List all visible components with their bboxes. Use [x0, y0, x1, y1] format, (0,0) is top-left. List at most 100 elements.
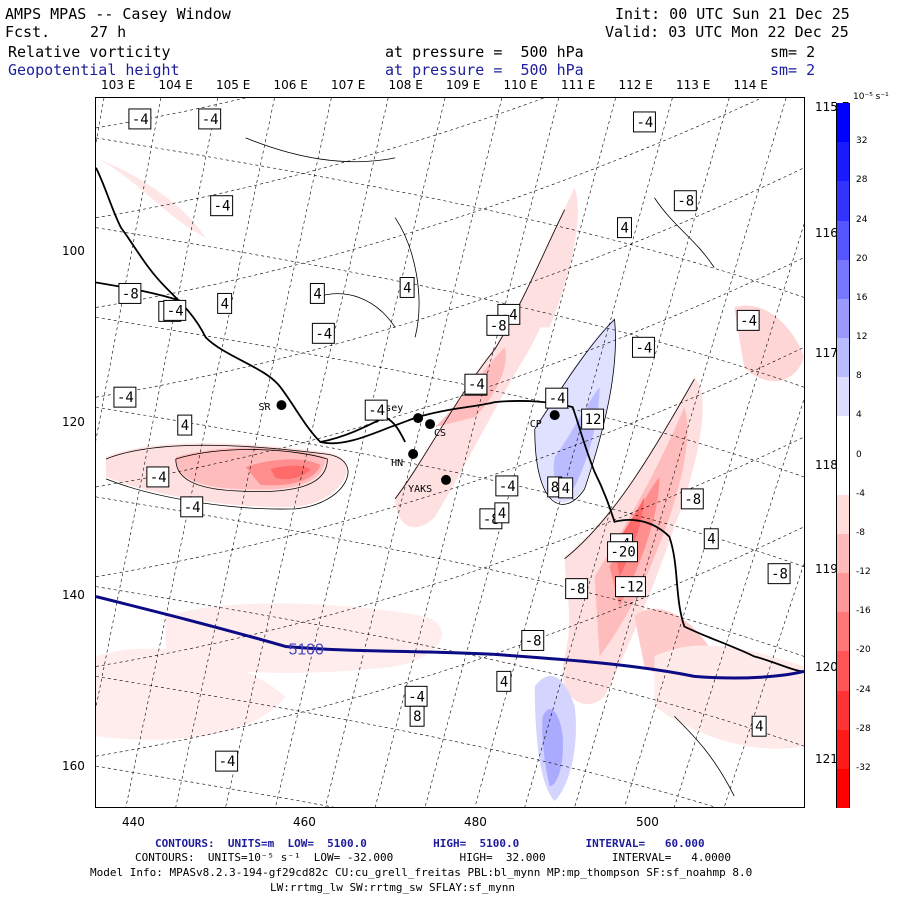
svg-text:-4: -4	[549, 391, 566, 407]
contour-label: -4	[180, 496, 204, 518]
colorbar-label: 0	[856, 449, 862, 460]
contour-label: -4	[163, 299, 187, 321]
svg-text:4: 4	[181, 418, 189, 434]
contour-label: 4	[558, 477, 574, 499]
colorbar-swatch	[836, 494, 850, 535]
contour-label: 8	[409, 705, 425, 727]
contour-label: -4	[215, 750, 239, 772]
svg-text:-4: -4	[219, 754, 236, 770]
contour-label: -4	[364, 399, 388, 421]
contour-label: 4	[399, 276, 415, 298]
colorbar-label: 8	[856, 371, 862, 382]
colorbar-unit: 10⁻⁵ s⁻¹	[853, 92, 889, 102]
svg-text:-8: -8	[525, 633, 542, 649]
colorbar-swatch	[836, 142, 850, 182]
svg-text:4: 4	[707, 532, 715, 548]
top-longitude-label: 105 E	[216, 78, 251, 92]
svg-text:-8: -8	[677, 194, 694, 210]
init-time: Init: 00 UTC Sun 21 Dec 25	[615, 5, 850, 23]
contour-label: -8	[673, 190, 697, 212]
top-longitude-label: 114 E	[733, 78, 768, 92]
svg-text:4: 4	[500, 674, 508, 690]
station-label: CS	[434, 428, 446, 439]
contour-label: -8	[486, 314, 510, 336]
colorbar-label: 4	[856, 410, 862, 421]
svg-text:-4: -4	[150, 470, 167, 486]
station-marker	[441, 474, 451, 485]
contour-label: -4	[198, 108, 222, 130]
field1-name: Relative vorticity	[8, 43, 171, 61]
contour-label: 4	[494, 502, 510, 524]
svg-text:-4: -4	[468, 377, 485, 393]
map-title: AMPS MPAS -- Casey Window	[5, 5, 231, 23]
station-label: YAKS	[408, 484, 432, 495]
contour-label: -8	[565, 578, 589, 600]
colorbar-swatch	[836, 377, 850, 417]
vorticity-map: 5100 SRCaseyCSCPHNYAKSDS -4-4-8-44-44-4-…	[95, 97, 805, 808]
svg-text:4: 4	[562, 481, 570, 497]
svg-text:-8: -8	[684, 492, 701, 508]
colorbar-label: 20	[856, 253, 868, 264]
svg-text:-8: -8	[569, 582, 586, 598]
y-axis-tick-label: 140	[62, 588, 85, 602]
contour-label: 4	[217, 292, 233, 314]
svg-text:-8: -8	[122, 286, 139, 302]
contour-labels: -4 -4 -8 -4 4 -4 4 -4 -4 -4 4 -4 -4 4 -4 -8 -4 -4 4 -8 -4 -4 1…	[113, 108, 791, 772]
colorbar-label: -20	[856, 645, 871, 656]
svg-text:12: 12	[585, 412, 602, 428]
svg-text:-4: -4	[635, 340, 652, 356]
contour-label: 8	[547, 476, 563, 498]
colorbar-swatch	[836, 455, 850, 496]
field2-smoothing: sm= 2	[770, 61, 816, 79]
x-axis-tick-label: 500	[636, 815, 659, 829]
contour-label: -4	[736, 309, 760, 331]
station-marker	[276, 400, 287, 411]
contour-label: 12	[581, 408, 605, 430]
footer-contours-height: CONTOURS: UNITS=m LOW= 5100.0 HIGH= 5100…	[155, 837, 705, 850]
colorbar-swatch	[836, 729, 850, 770]
contour-label: -20	[607, 541, 638, 563]
svg-text:-4: -4	[184, 500, 201, 516]
svg-text:4: 4	[755, 719, 763, 735]
svg-text:4: 4	[313, 286, 321, 302]
svg-text:8: 8	[413, 709, 421, 725]
top-longitude-label: 108 E	[388, 78, 423, 92]
contour-label: 4	[496, 670, 512, 692]
contour-label: -4	[146, 466, 170, 488]
svg-text:-4: -4	[636, 115, 653, 131]
colorbar-label: -32	[856, 762, 871, 773]
colorbar-swatch	[836, 768, 850, 809]
contour-label: -8	[767, 563, 791, 585]
contour-label: -4	[311, 322, 335, 344]
contour-label: 4	[177, 414, 193, 436]
forecast-label: Fcst.	[5, 23, 51, 41]
colorbar-label: -8	[856, 527, 865, 538]
colorbar-swatch	[836, 612, 850, 652]
field1-pressure: at pressure = 500 hPa	[385, 43, 584, 61]
y-axis-tick-label: 160	[62, 759, 85, 773]
colorbar-label: 24	[856, 214, 868, 225]
station-label: SR	[259, 402, 271, 413]
svg-text:-4: -4	[315, 326, 332, 342]
station-label: Casey	[373, 403, 403, 414]
svg-text:-4: -4	[499, 479, 516, 495]
footer-contours-vorticity: CONTOURS: UNITS=10⁻⁵ s⁻¹ LOW= -32.000 HI…	[135, 851, 732, 864]
top-longitude-label: 111 E	[561, 78, 596, 92]
contour-label: -4	[545, 387, 569, 409]
colorbar-swatch	[836, 220, 850, 261]
colorbar-label: 16	[856, 292, 868, 303]
colorbar-label: -24	[856, 684, 871, 695]
footer-model-info: Model Info: MPASv8.2.3-194-gf29cd82c CU:…	[90, 866, 753, 879]
colorbar-label: 12	[856, 332, 868, 342]
svg-text:-4: -4	[202, 112, 219, 128]
contour-label: -4	[464, 373, 488, 395]
colorbar-label: -28	[856, 723, 871, 734]
svg-text:-4: -4	[117, 390, 134, 406]
colorbar-swatch	[836, 651, 850, 691]
colorbar-swatch	[836, 103, 850, 143]
y-axis-tick-label: 100	[62, 244, 85, 258]
colorbar-label: -4	[856, 488, 865, 499]
contour-label: 4	[703, 528, 719, 550]
contour-label: -8	[521, 629, 545, 651]
colorbar-swatch	[836, 259, 850, 300]
